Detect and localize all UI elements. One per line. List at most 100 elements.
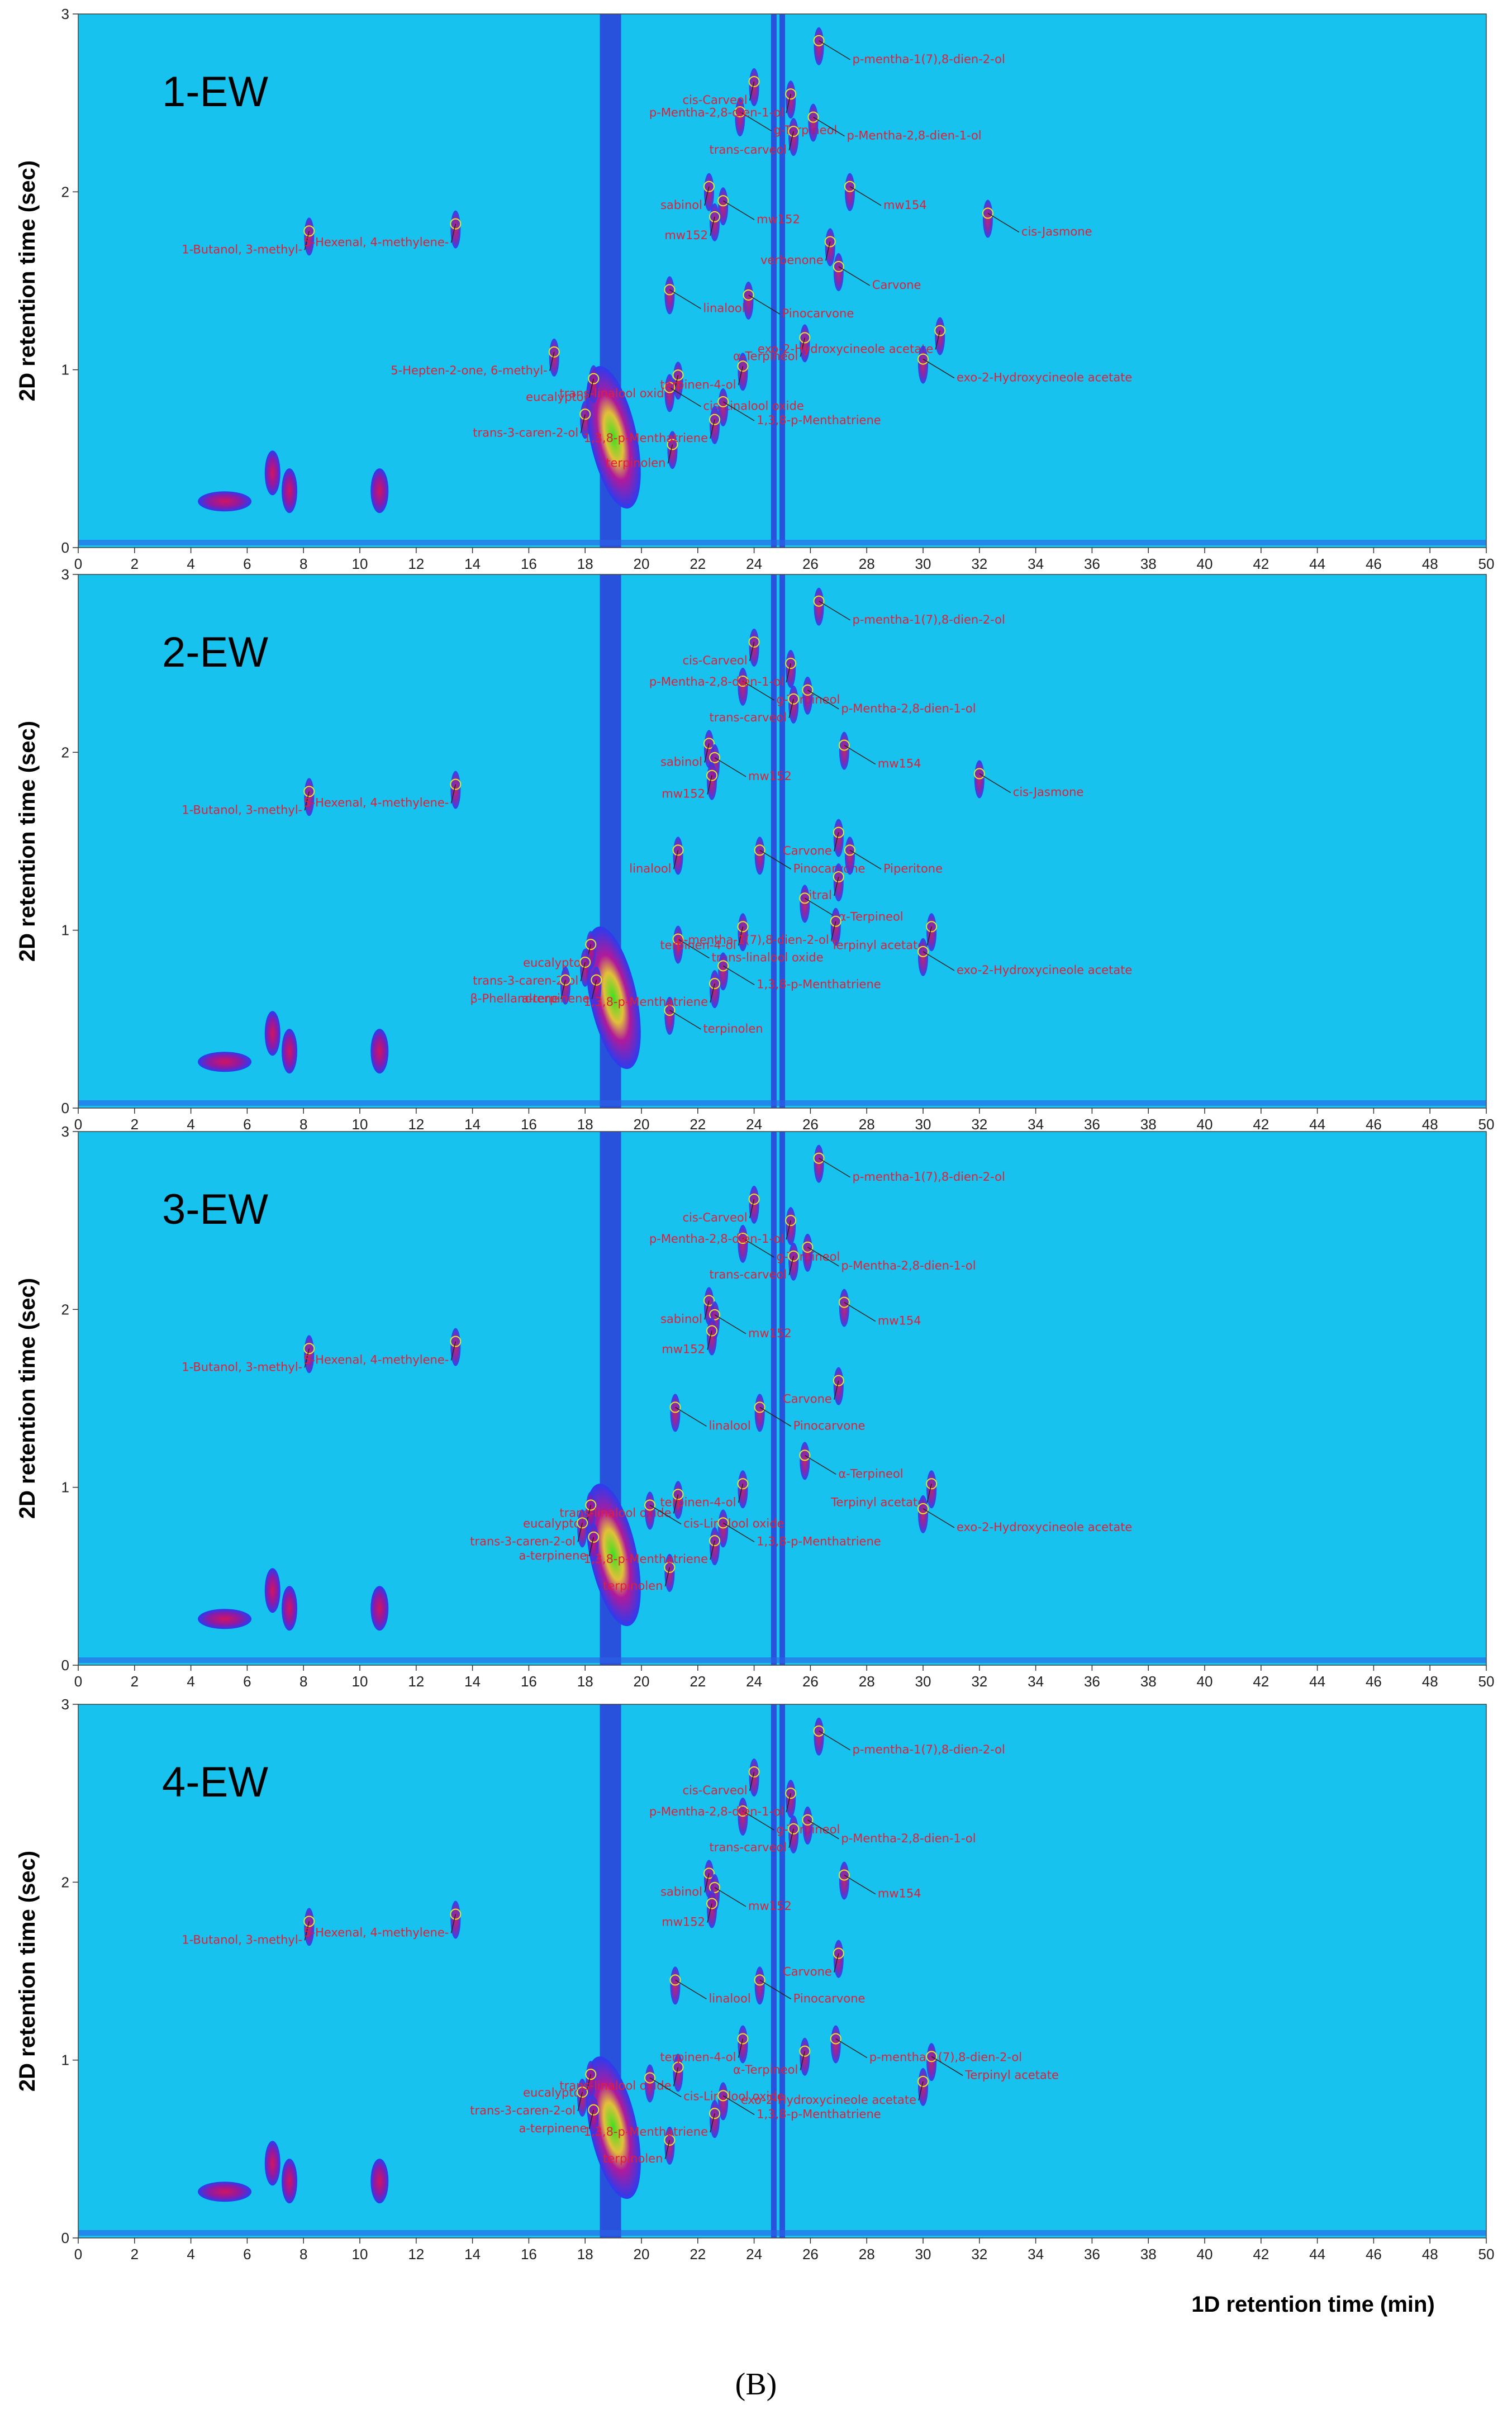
x-tick-label: 46 [1366, 2246, 1382, 2263]
peak-label: terpinolen [606, 456, 665, 469]
peak-label: trans-carveol [710, 1841, 787, 1854]
peak-label: α-Terpineol [838, 910, 903, 923]
peak-leader-line [743, 1238, 774, 1258]
plot-frame [78, 13, 1487, 548]
peak-marker [303, 1916, 315, 1927]
peak-label: 1-Butanol, 3-methyl- [182, 803, 302, 816]
x-tick-label: 28 [859, 1673, 875, 1690]
peak-leader-line [918, 2081, 924, 2101]
x-tick-label: 12 [408, 555, 424, 572]
peak-marker [577, 2086, 588, 2098]
peak-marker [709, 1535, 721, 1547]
peak-label: sabinol [660, 1885, 702, 1898]
panel-label: 4-EW [162, 1759, 268, 1806]
solvent-peak-spot [586, 926, 641, 1070]
y-tick-label: 0 [61, 1657, 69, 1674]
peak-leader-line [304, 1348, 310, 1368]
peak-label: eucalyptol [523, 956, 584, 969]
x-tick-label: 14 [464, 2246, 481, 2263]
peak-marker [706, 769, 717, 781]
peak-label: sabinol [660, 198, 702, 212]
x-tick-label: 30 [915, 1673, 931, 1690]
peak-leader-line [577, 2092, 583, 2112]
peak-leader-line [669, 289, 701, 310]
peak-label: linalool [703, 301, 745, 315]
peak-label: mw154 [878, 757, 921, 771]
solvent-peak-spot [586, 366, 641, 509]
peak-label: p-mentha-1(7),8-dien-2-ol [676, 933, 829, 947]
peak-label: Pinocarvone [793, 1419, 866, 1432]
peak-leader-line [788, 1828, 794, 1848]
peak-leader-line [722, 965, 755, 985]
peak-marker [717, 195, 729, 207]
x-tick-label: 48 [1422, 1116, 1438, 1133]
early-peak-spot [264, 2141, 280, 2186]
x-tick-label: 8 [299, 1673, 307, 1690]
peak-label: a-terpinene [519, 1549, 587, 1562]
x-tick-label: 20 [634, 1673, 650, 1690]
peak-label: Terpinyl acetate [964, 2068, 1059, 2081]
peak-leader-line [831, 921, 836, 940]
peak-leader-line [788, 698, 794, 719]
peak-marker [785, 1788, 797, 1799]
peak-label: p-Mentha-2,8-dien-1-ol [841, 702, 976, 715]
x-tick-label: 20 [634, 2246, 650, 2263]
plot-frame [78, 1131, 1487, 1666]
peak-label: mw152 [748, 1327, 792, 1340]
peak-leader-line [743, 681, 774, 701]
peak-leader-line [710, 1540, 715, 1560]
peak-leader-line [786, 663, 791, 683]
early-peak-spot [282, 468, 297, 514]
x-tick-label: 48 [1422, 555, 1438, 572]
x-tick-label: 40 [1197, 2246, 1213, 2263]
x-tick-label: 24 [746, 2246, 762, 2263]
peak-leader-line [786, 94, 791, 113]
peak-marker [844, 180, 855, 192]
peak-leader-line [722, 1522, 755, 1542]
peak-label: p-mentha-1(7),8-dien-2-ol [853, 1170, 1005, 1184]
x-tick-label: 50 [1478, 555, 1495, 572]
peak-marker [838, 1869, 850, 1881]
peak-leader-line [667, 444, 673, 464]
x-tick-label: 48 [1422, 1673, 1438, 1690]
y-tick-label: 0 [61, 539, 69, 556]
x-tick-label: 8 [299, 1116, 307, 1133]
peak-label: p-Mentha-2,8-dien-1-ol [649, 675, 784, 688]
peak-marker [917, 353, 929, 365]
peak-marker [672, 844, 684, 856]
x-tick-label: 2 [131, 555, 139, 572]
peak-label: mw152 [757, 212, 800, 226]
x-tick-label: 12 [408, 1673, 424, 1690]
chromatogram-panel-2: 1-Butanol, 3-methyl-5-Hexenal, 4-methyle… [15, 566, 1494, 1133]
column-bleed-band [779, 574, 785, 1108]
peak-label: trans-3-caren-2-ol [470, 1534, 576, 1548]
peak-label: trans-linalool oxide [712, 951, 824, 964]
peak-label: p-Mentha-2,8-dien-1-ol [649, 1805, 784, 1818]
peak-marker [737, 1478, 749, 1490]
peak-leader-line [704, 186, 710, 206]
x-tick-label: 2 [131, 2246, 139, 2263]
peak-marker [838, 1296, 850, 1308]
x-tick-label: 30 [915, 555, 931, 572]
peak-marker [450, 778, 462, 790]
peak-leader-line [450, 784, 457, 804]
peak-marker [754, 1974, 765, 1986]
peak-leader-line [704, 743, 710, 763]
peak-marker [709, 414, 721, 425]
x-tick-label: 32 [971, 1673, 987, 1690]
peak-leader-line [813, 116, 845, 137]
x-tick-label: 22 [690, 1673, 706, 1690]
peak-marker [709, 752, 721, 763]
peak-marker [813, 1725, 825, 1737]
column-bleed-band [779, 1132, 785, 1665]
peak-leader-line [759, 849, 792, 870]
peak-leader-line [786, 1793, 791, 1813]
x-tick-label: 4 [187, 555, 194, 572]
peak-label: Terpinyl acetate [830, 938, 925, 952]
peak-marker [802, 1241, 814, 1253]
peak-label: sabinol [660, 1312, 702, 1325]
x-tick-label: 24 [746, 1673, 762, 1690]
peak-leader-line [931, 2056, 963, 2076]
x-tick-label: 0 [74, 555, 82, 572]
peak-leader-line [738, 2038, 744, 2058]
